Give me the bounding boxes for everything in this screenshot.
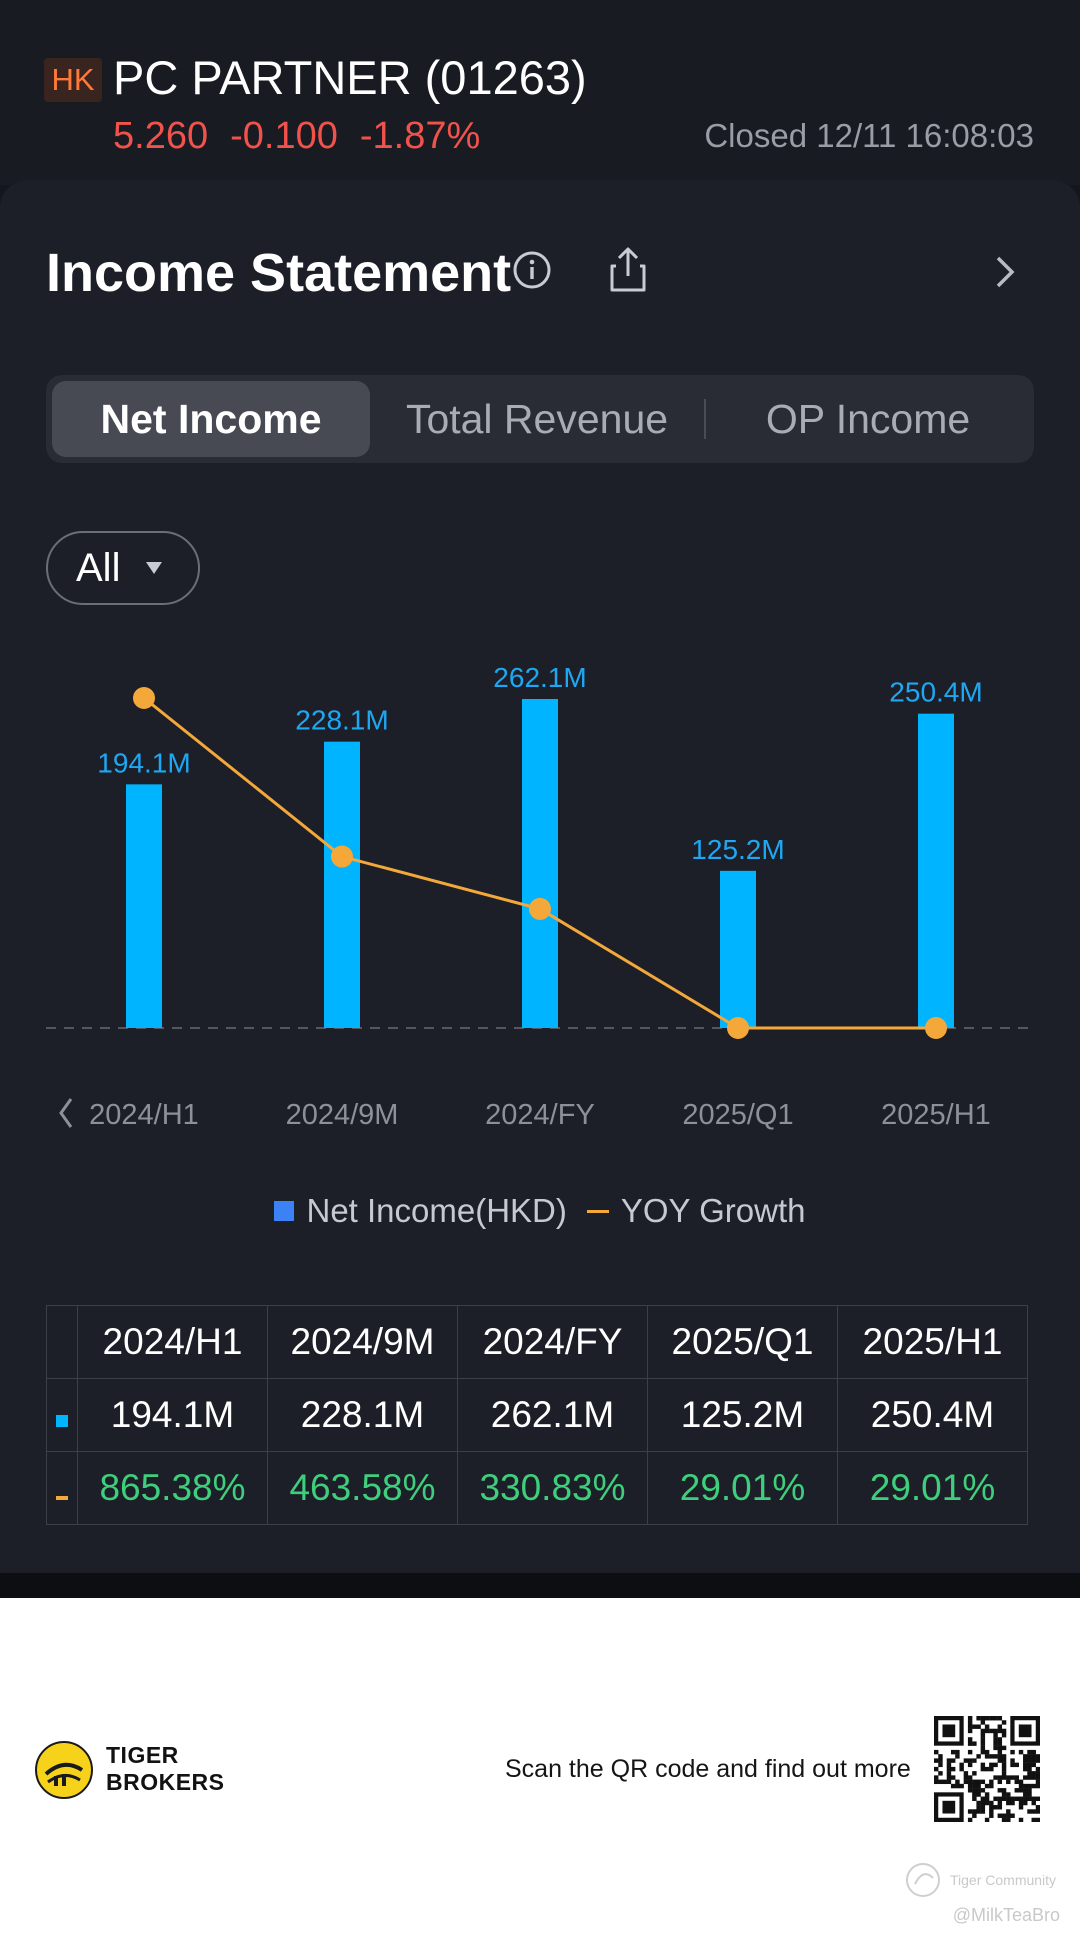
caret-down-icon — [146, 562, 162, 574]
app-screen: HK PC PARTNER (01263) 5.260 -0.100 -1.87% … — [0, 0, 1080, 1598]
table-row-net-income: 194.1M 228.1M 262.1M 125.2M 250.4M — [46, 1378, 1028, 1452]
x-tick-label: 2025/H1 — [881, 1099, 991, 1131]
table-header: 2024/9M — [267, 1305, 458, 1379]
net-income-chart: 194.1M 228.1M 262.1M 125.2M 250.4M 2024/H1 202… — [46, 662, 1030, 1131]
table-cell: 29.01% — [647, 1451, 838, 1525]
tiger-logo-icon — [35, 1741, 93, 1799]
quote-line: 5.260 -0.100 -1.87% — [113, 113, 502, 159]
scan-text: Scan the QR code and find out more — [505, 1755, 911, 1783]
table-corner — [46, 1305, 78, 1379]
legend-net-income-label: Net Income(HKD) — [306, 1192, 567, 1230]
legend-net-income-swatch — [274, 1201, 295, 1222]
last-price: 5.260 — [113, 115, 209, 157]
qr-code[interactable] — [934, 1716, 1040, 1822]
x-tick-label: 2024/H1 — [89, 1099, 199, 1131]
price-change-pct: -1.87% — [359, 115, 481, 157]
yoy-point — [925, 1017, 947, 1039]
table-cell: 29.01% — [837, 1451, 1028, 1525]
chart-bar — [918, 713, 954, 1028]
bottom-bar — [0, 1573, 1080, 1598]
table-cell: 330.83% — [457, 1451, 648, 1525]
legend-yoy-swatch — [586, 1209, 609, 1213]
period-dropdown-label: All — [76, 546, 121, 590]
tab-net-income[interactable]: Net Income — [52, 381, 370, 457]
community-label: Tiger Community — [950, 1872, 1057, 1888]
metric-tabs: Net Income Total Revenue OP Income — [46, 375, 1034, 463]
legend-yoy-label: YOY Growth — [620, 1192, 806, 1230]
table-row-yoy-growth: 865.38% 463.58% 330.83% 29.01% 29.01% — [46, 1451, 1028, 1525]
market-badge: HK — [44, 58, 102, 102]
brand-name: TIGER BROKERS — [106, 1742, 225, 1796]
table-cell: 262.1M — [457, 1378, 648, 1452]
tab-total-revenue[interactable]: Total Revenue — [405, 396, 669, 442]
table-cell: 228.1M — [267, 1378, 458, 1452]
share-icon[interactable] — [606, 246, 650, 294]
table-cell: 463.58% — [267, 1451, 458, 1525]
table-cell: 250.4M — [837, 1378, 1028, 1452]
table-header-row: 2024/H1 2024/9M 2024/FY 2025/Q1 2025/H1 — [46, 1305, 1028, 1379]
bar-value-label: 250.4M — [889, 677, 982, 708]
table-header: 2025/H1 — [837, 1305, 1028, 1379]
yoy-marker — [46, 1451, 78, 1525]
bar-value-label: 125.2M — [691, 834, 784, 865]
chart-bar — [720, 870, 756, 1028]
price-change: -0.100 — [230, 115, 338, 157]
chart-bar — [126, 784, 162, 1028]
chevron-right-icon[interactable] — [990, 252, 1020, 292]
table-cell: 865.38% — [77, 1451, 268, 1525]
table-cell: 125.2M — [647, 1378, 838, 1452]
brand-line-1: TIGER — [106, 1742, 179, 1768]
tab-divider — [704, 399, 706, 439]
x-tick-label: 2025/Q1 — [682, 1099, 793, 1131]
chart-bar — [324, 741, 360, 1028]
table-header: 2024/H1 — [77, 1305, 268, 1379]
bar-value-label: 262.1M — [493, 662, 586, 693]
yoy-point — [331, 845, 353, 868]
chevron-left-icon[interactable] — [59, 1098, 73, 1128]
info-icon[interactable] — [512, 250, 552, 290]
period-dropdown[interactable]: All — [46, 531, 200, 605]
community-icon — [906, 1863, 940, 1897]
bar-value-label: 228.1M — [295, 705, 388, 736]
table-header: 2025/Q1 — [647, 1305, 838, 1379]
yoy-point — [529, 897, 551, 920]
market-status: Closed 12/11 16:08:03 — [704, 117, 1034, 154]
data-table: 2024/H1 2024/9M 2024/FY 2025/Q1 2025/H1 … — [46, 1305, 1028, 1525]
chart-bar — [522, 699, 558, 1028]
table-header: 2024/FY — [457, 1305, 648, 1379]
chart-legend: Net Income(HKD) YOY Growth — [0, 1190, 1080, 1230]
x-tick-label: 2024/FY — [485, 1099, 595, 1131]
yoy-point — [133, 687, 155, 709]
card-title: Income Statement — [46, 243, 512, 303]
watermark: @MilkTeaBro — [952, 1905, 1060, 1925]
net-income-marker — [46, 1378, 78, 1452]
tab-op-income[interactable]: OP Income — [765, 396, 971, 442]
brand-line-2: BROKERS — [106, 1769, 225, 1795]
stock-name[interactable]: PC PARTNER (01263) — [113, 51, 587, 104]
yoy-point — [727, 1017, 749, 1039]
bar-value-label: 194.1M — [97, 747, 190, 778]
x-tick-label: 2024/9M — [286, 1099, 399, 1131]
stock-header: HK PC PARTNER (01263) 5.260 -0.100 -1.87% … — [0, 0, 1080, 185]
table-cell: 194.1M — [77, 1378, 268, 1452]
